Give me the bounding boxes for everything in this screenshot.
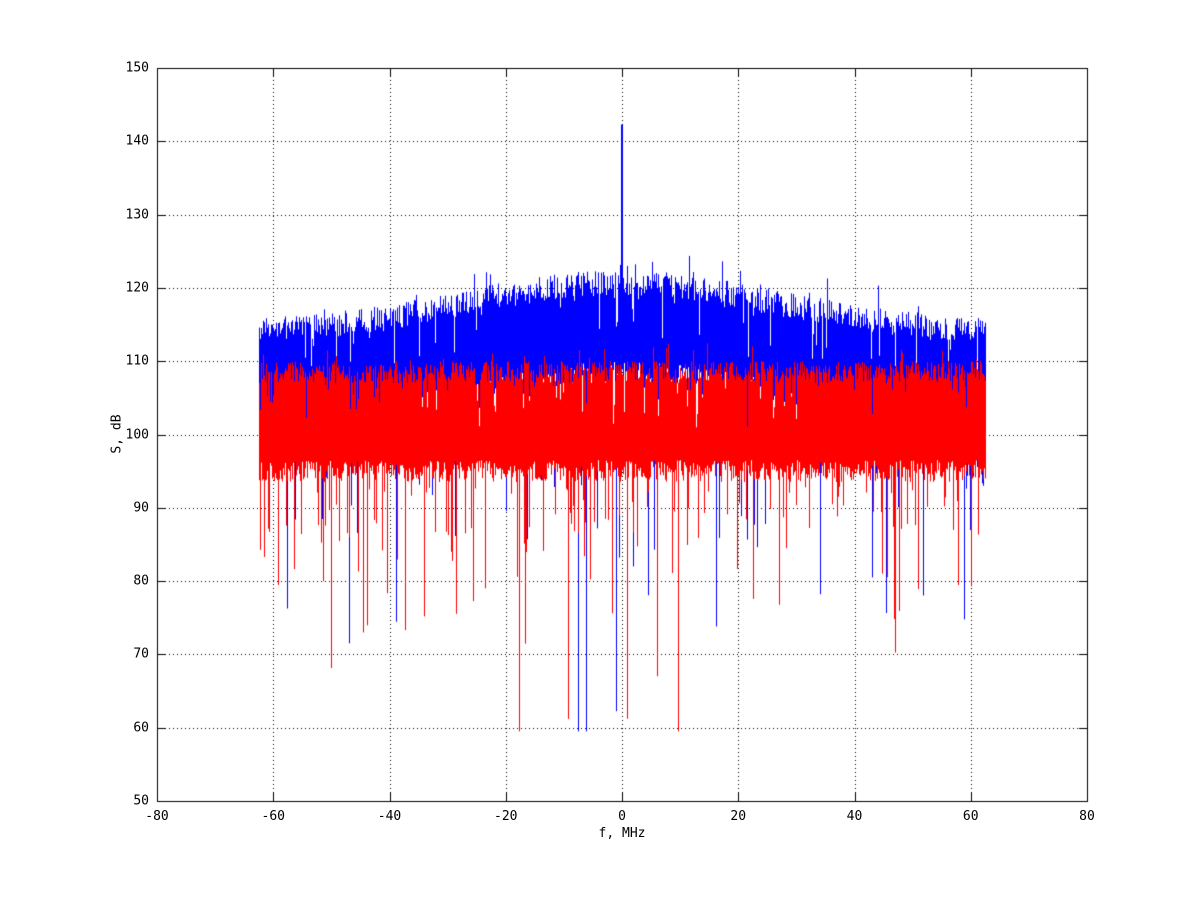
x-tick-label: 60 (962, 809, 979, 824)
x-tick-label: -60 (261, 809, 285, 824)
x-tick-label: 40 (846, 809, 863, 824)
x-tick-label: -40 (377, 809, 402, 824)
y-tick-label: 130 (125, 207, 149, 223)
x-tick-label: -20 (494, 809, 518, 824)
y-tick-label: 150 (125, 60, 149, 76)
x-tick-label: 20 (730, 809, 747, 824)
y-tick-label: 100 (125, 427, 149, 442)
y-tick-label: 60 (133, 720, 149, 736)
y-tick-label: 70 (133, 646, 149, 662)
x-tick-label: 0 (618, 809, 626, 824)
y-tick-label: 50 (133, 793, 149, 809)
y-tick-label: 120 (125, 280, 149, 296)
y-tick-label: 140 (125, 133, 149, 149)
x-axis-title: f, MHz (598, 826, 646, 841)
y-tick-label: 80 (133, 573, 149, 589)
x-tick-label: 80 (1079, 809, 1095, 824)
y-tick-label: 110 (125, 353, 149, 369)
x-tick-label: -80 (145, 809, 169, 824)
y-tick-label: 90 (133, 500, 149, 516)
y-axis-title: S, dB (109, 414, 125, 454)
